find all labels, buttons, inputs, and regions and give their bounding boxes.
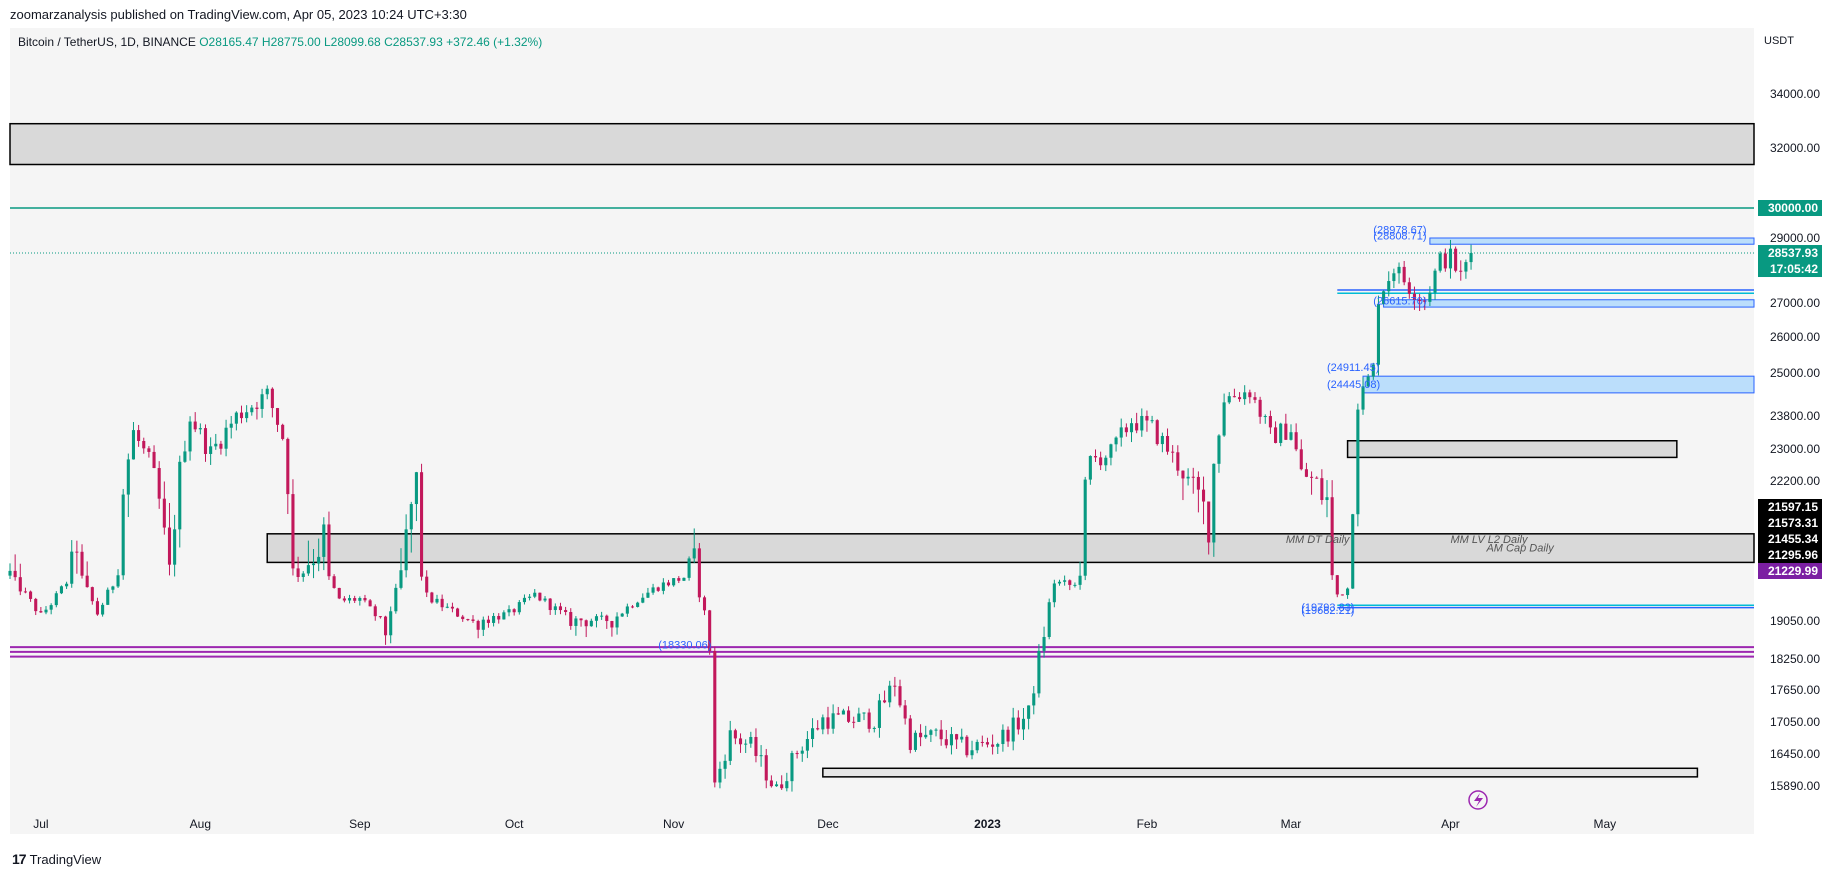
symbol-legend: Bitcoin / TetherUS, 1D, BINANCE O28165.4…: [18, 35, 542, 49]
symbol-name[interactable]: Bitcoin / TetherUS, 1D, BINANCE: [18, 35, 196, 49]
change-value: +372.46 (+1.32%): [446, 35, 543, 49]
open-value: O28165.47: [199, 35, 259, 49]
publisher-header: zoomarzanalysis published on TradingView…: [10, 7, 467, 22]
brand-label: TradingView: [29, 851, 102, 867]
publisher-text: zoomarzanalysis published on TradingView…: [10, 7, 467, 22]
footer-brand[interactable]: 17 TradingView: [12, 851, 101, 867]
close-value: C28537.93: [384, 35, 443, 49]
high-value: H28775.00: [261, 35, 321, 49]
low-value: L28099.68: [323, 35, 381, 49]
chart-pane[interactable]: [10, 28, 1754, 834]
price-axis-pane[interactable]: [1754, 28, 1834, 834]
tradingview-logo-icon: 17: [12, 851, 27, 867]
